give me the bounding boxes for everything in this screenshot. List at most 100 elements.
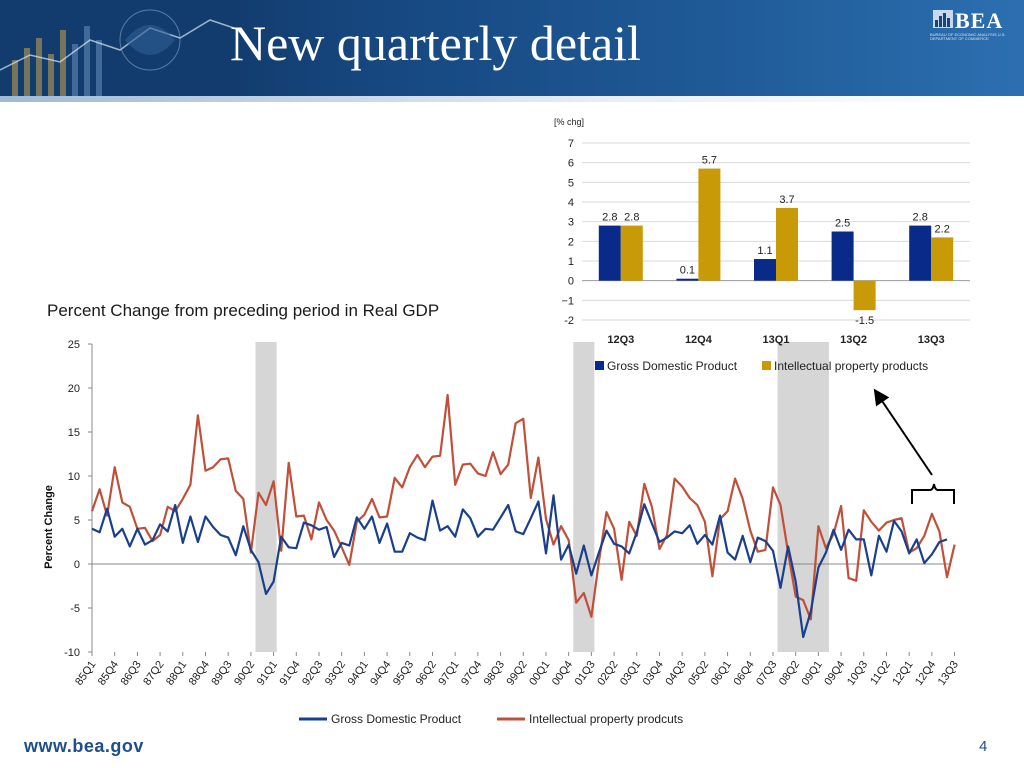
y-tick-label: 25 <box>68 339 80 351</box>
bar-data-label: 2.5 <box>835 218 850 230</box>
y-tick-label: 5 <box>74 515 80 527</box>
bar-y-tick-label: 0 <box>568 276 574 288</box>
bar-y-tick-label: 6 <box>568 158 574 170</box>
annotation-bracket <box>911 483 955 504</box>
x-tick-label: 98Q3 <box>482 659 507 688</box>
gdp-ipp-line-chart: 25 20 15 10 5 0 -5 -10 85Q185Q486Q387Q288Q188Q4… <box>43 339 961 726</box>
x-tick-label: 09Q1 <box>800 659 825 688</box>
zoom-annotation <box>873 388 955 504</box>
x-tick-label: 03Q4 <box>641 659 666 688</box>
y-tick-label: -5 <box>70 603 80 615</box>
bar-y-tick-label: 1 <box>568 256 574 268</box>
annotation-arrow <box>873 388 933 476</box>
legend-gdp-line-label: Gross Domestic Product <box>331 712 462 726</box>
ipp-bar <box>620 225 643 281</box>
y-tick-label: 20 <box>68 383 80 395</box>
x-tick-label: 90Q2 <box>232 659 257 688</box>
bar-data-label: -1.5 <box>855 315 874 327</box>
x-tick-label: 04Q3 <box>663 659 688 688</box>
x-tick-label: 95Q3 <box>391 659 416 688</box>
bar-category-label: 13Q2 <box>840 334 867 346</box>
x-tick-label: 10Q3 <box>845 659 870 688</box>
x-tick-label: 93Q2 <box>323 659 348 688</box>
logo-subtitle: BUREAU OF ECONOMIC ANALYSIS U.S. DEPARTM… <box>930 32 1006 41</box>
x-tick-label: 97Q1 <box>436 659 461 688</box>
x-tick-label: 07Q3 <box>754 659 779 688</box>
legend-ipp-bar-swatch <box>762 361 771 370</box>
gdp-ipp-bar-chart: [% chg] 7 6 5 4 3 2 1 0 −1 -2 2.8 2.8 0.1 5.7 1.1 3.7 2… <box>554 117 970 373</box>
ipp-bar <box>853 280 876 311</box>
x-tick-label: 05Q2 <box>686 659 711 688</box>
x-tick-label: 06Q1 <box>709 659 734 688</box>
ipp-line-series <box>90 393 956 621</box>
x-tick-label: 99Q2 <box>504 659 529 688</box>
y-tick-label: 0 <box>74 559 80 571</box>
bar-y-tick-label: 5 <box>568 177 574 189</box>
bar-y-tick-label: 2 <box>568 236 574 248</box>
gdp-bar <box>909 225 932 281</box>
ipp-bar <box>931 237 954 281</box>
x-tick-label: 91Q1 <box>255 659 280 688</box>
bar-y-tick-label: 7 <box>568 138 574 150</box>
legend-ipp-bar-label: Intellectual property products <box>774 359 928 373</box>
x-tick-label: 85Q4 <box>96 659 121 688</box>
x-tick-label: 00Q1 <box>527 659 552 688</box>
gdp-bar <box>676 278 699 281</box>
x-tick-label: 08Q2 <box>777 659 802 688</box>
ipp-bar <box>698 168 721 281</box>
x-tick-label: 11Q2 <box>868 659 893 687</box>
bar-chart-legend: Gross Domestic Product Intellectual prop… <box>595 359 928 373</box>
bar-data-label: 1.1 <box>757 245 772 257</box>
y-tick-label: 15 <box>68 427 80 439</box>
gdp-bar <box>598 225 621 281</box>
bar-chart-unit-label: [% chg] <box>554 117 584 127</box>
page-number: 4 <box>979 738 988 755</box>
x-tick-label: 09Q4 <box>822 659 847 688</box>
x-tick-label: 00Q4 <box>550 659 575 688</box>
bar-data-label: 0.1 <box>680 265 695 277</box>
ipp-bar <box>776 207 798 281</box>
legend-gdp-bar-swatch <box>595 361 604 370</box>
bar-data-label: 2.8 <box>624 212 639 224</box>
bar-y-tick-label: 3 <box>568 217 574 229</box>
x-tick-label: 12Q1 <box>890 659 915 688</box>
title-banner: New quarterly detail BEA BUREAU OF ECONO… <box>0 0 1024 102</box>
y-tick-label: -10 <box>64 647 80 659</box>
x-tick-label: 06Q4 <box>731 659 756 688</box>
x-tick-label: 89Q3 <box>209 659 234 688</box>
bar-category-label: 13Q3 <box>918 334 945 346</box>
bar-data-label: 5.7 <box>702 155 717 167</box>
recession-band <box>573 342 595 652</box>
logo-text: BEA <box>955 8 1004 33</box>
bar-category-label: 12Q3 <box>607 334 634 346</box>
footer-website-link[interactable]: www.bea.gov <box>24 736 144 756</box>
x-tick-label: 97Q4 <box>459 659 484 688</box>
x-tick-label: 02Q2 <box>595 659 620 688</box>
banner-decoration <box>0 0 240 102</box>
x-tick-label: 01Q3 <box>573 659 598 688</box>
x-tick-label: 13Q3 <box>936 659 961 688</box>
x-tick-label: 03Q1 <box>618 659 643 688</box>
x-tick-label: 86Q3 <box>119 659 144 688</box>
bar-data-label: 2.8 <box>602 212 617 224</box>
bar-y-tick-label: 4 <box>568 197 574 209</box>
slide-title: New quarterly detail <box>230 15 641 71</box>
x-tick-label: 88Q4 <box>187 659 212 688</box>
bar-data-label: 3.7 <box>779 194 794 206</box>
x-tick-label: 94Q4 <box>368 659 393 688</box>
x-tick-label: 92Q3 <box>300 659 325 688</box>
x-tick-label: 91Q4 <box>277 659 302 688</box>
legend-gdp-bar-label: Gross Domestic Product <box>607 359 738 373</box>
bar-y-tick-label: -2 <box>564 315 574 327</box>
bar-data-label: 2.8 <box>913 212 928 224</box>
gdp-line-series <box>91 494 948 639</box>
banner-strip <box>0 96 1024 102</box>
x-tick-label: 87Q2 <box>141 659 166 688</box>
gdp-bar <box>831 231 854 281</box>
line-chart-legend: Gross Domestic Product Intellectual prop… <box>299 712 683 726</box>
line-chart-ylabel: Percent Change <box>43 485 55 569</box>
x-tick-label: 88Q1 <box>164 659 189 688</box>
recession-band <box>777 342 829 652</box>
bar-category-label: 12Q4 <box>685 334 713 346</box>
gdp-bar <box>754 259 776 281</box>
